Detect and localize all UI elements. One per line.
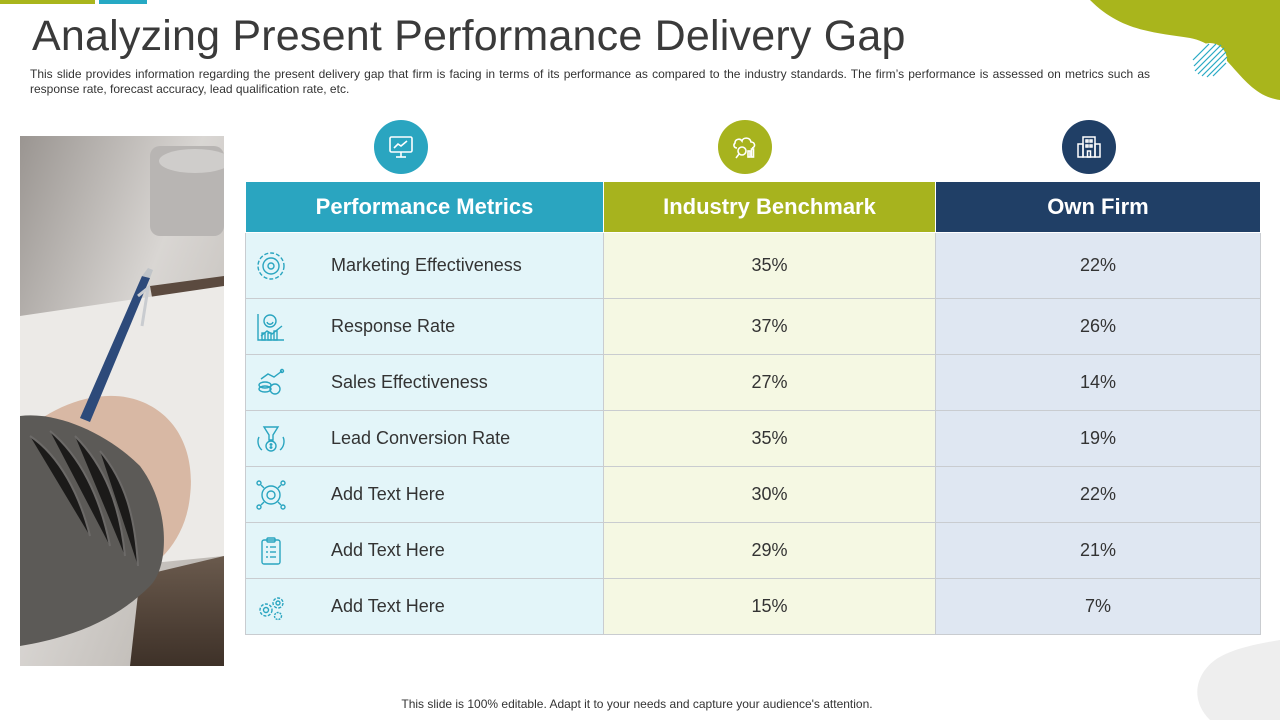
monitor-chart-icon (374, 120, 428, 174)
gears-icon (259, 596, 284, 620)
decorative-blob-bottom-right (1197, 640, 1280, 720)
table-row: Add Text Here 15% 7% (245, 578, 1261, 635)
benchmark-cell: 35% (603, 232, 936, 299)
benchmark-cell: 15% (603, 578, 936, 635)
writing-hand-photo (20, 136, 224, 666)
coins-trend-icon (258, 368, 285, 395)
own-firm-cell: 22% (935, 466, 1261, 523)
top-accent-bar-teal (99, 0, 147, 4)
table-row: Response Rate 37% 26% (245, 298, 1261, 355)
decorative-blob-top-right (1090, 0, 1280, 100)
table-row: Sales Effectiveness 27% 14% (245, 354, 1261, 411)
benchmark-cell: 27% (603, 354, 936, 411)
metric-label: Add Text Here (331, 596, 445, 616)
metric-cell: Lead Conversion Rate (245, 410, 604, 467)
metric-cell: Add Text Here (245, 578, 604, 635)
own-firm-cell: 7% (935, 578, 1261, 635)
table-row: Marketing Effectiveness 35% 22% (245, 232, 1261, 299)
page-subtitle: This slide provides information regardin… (30, 67, 1150, 96)
own-firm-cell: 21% (935, 522, 1261, 579)
performance-comparison-table: Performance Metrics Industry Benchmark O… (245, 181, 1261, 635)
office-building-icon (1062, 120, 1116, 174)
metric-label: Add Text Here (331, 540, 445, 560)
metric-label: Lead Conversion Rate (331, 428, 511, 448)
table-header-row: Performance Metrics Industry Benchmark O… (245, 181, 1261, 233)
smiley-growth-chart-icon (257, 313, 284, 341)
own-firm-cell: 14% (935, 354, 1261, 411)
metric-cell: Response Rate (245, 298, 604, 355)
page-title: Analyzing Present Performance Delivery G… (32, 12, 906, 60)
own-firm-cell: 22% (935, 232, 1261, 299)
hand-funnel-dollar-icon (257, 425, 285, 452)
own-firm-cell: 26% (935, 298, 1261, 355)
target-nodes-icon (256, 479, 286, 510)
benchmark-cell: 29% (603, 522, 936, 579)
table-row: Add Text Here 29% 21% (245, 522, 1261, 579)
target-gear-icon (257, 251, 285, 280)
header-performance-metrics: Performance Metrics (245, 181, 604, 233)
footer-note: This slide is 100% editable. Adapt it to… (401, 697, 873, 711)
metric-label: Response Rate (331, 316, 456, 336)
table-row: Lead Conversion Rate 35% 19% (245, 410, 1261, 467)
benchmark-cell: 37% (603, 298, 936, 355)
own-firm-cell: 19% (935, 410, 1261, 467)
metric-cell: Sales Effectiveness (245, 354, 604, 411)
header-industry-benchmark: Industry Benchmark (603, 181, 936, 233)
benchmark-cell: 35% (603, 410, 936, 467)
metric-label: Add Text Here (331, 484, 445, 504)
clipboard-list-icon (261, 536, 281, 565)
metric-cell: Add Text Here (245, 522, 604, 579)
table-row: Add Text Here 30% 22% (245, 466, 1261, 523)
top-accent-bar-olive (0, 0, 95, 4)
metric-label: Sales Effectiveness (331, 372, 488, 392)
metric-cell: Marketing Effectiveness (245, 232, 604, 299)
benchmark-cell: 30% (603, 466, 936, 523)
header-own-firm: Own Firm (935, 181, 1261, 233)
metric-label: Marketing Effectiveness (331, 255, 522, 275)
metric-cell: Add Text Here (245, 466, 604, 523)
cloud-analytics-icon (718, 120, 772, 174)
